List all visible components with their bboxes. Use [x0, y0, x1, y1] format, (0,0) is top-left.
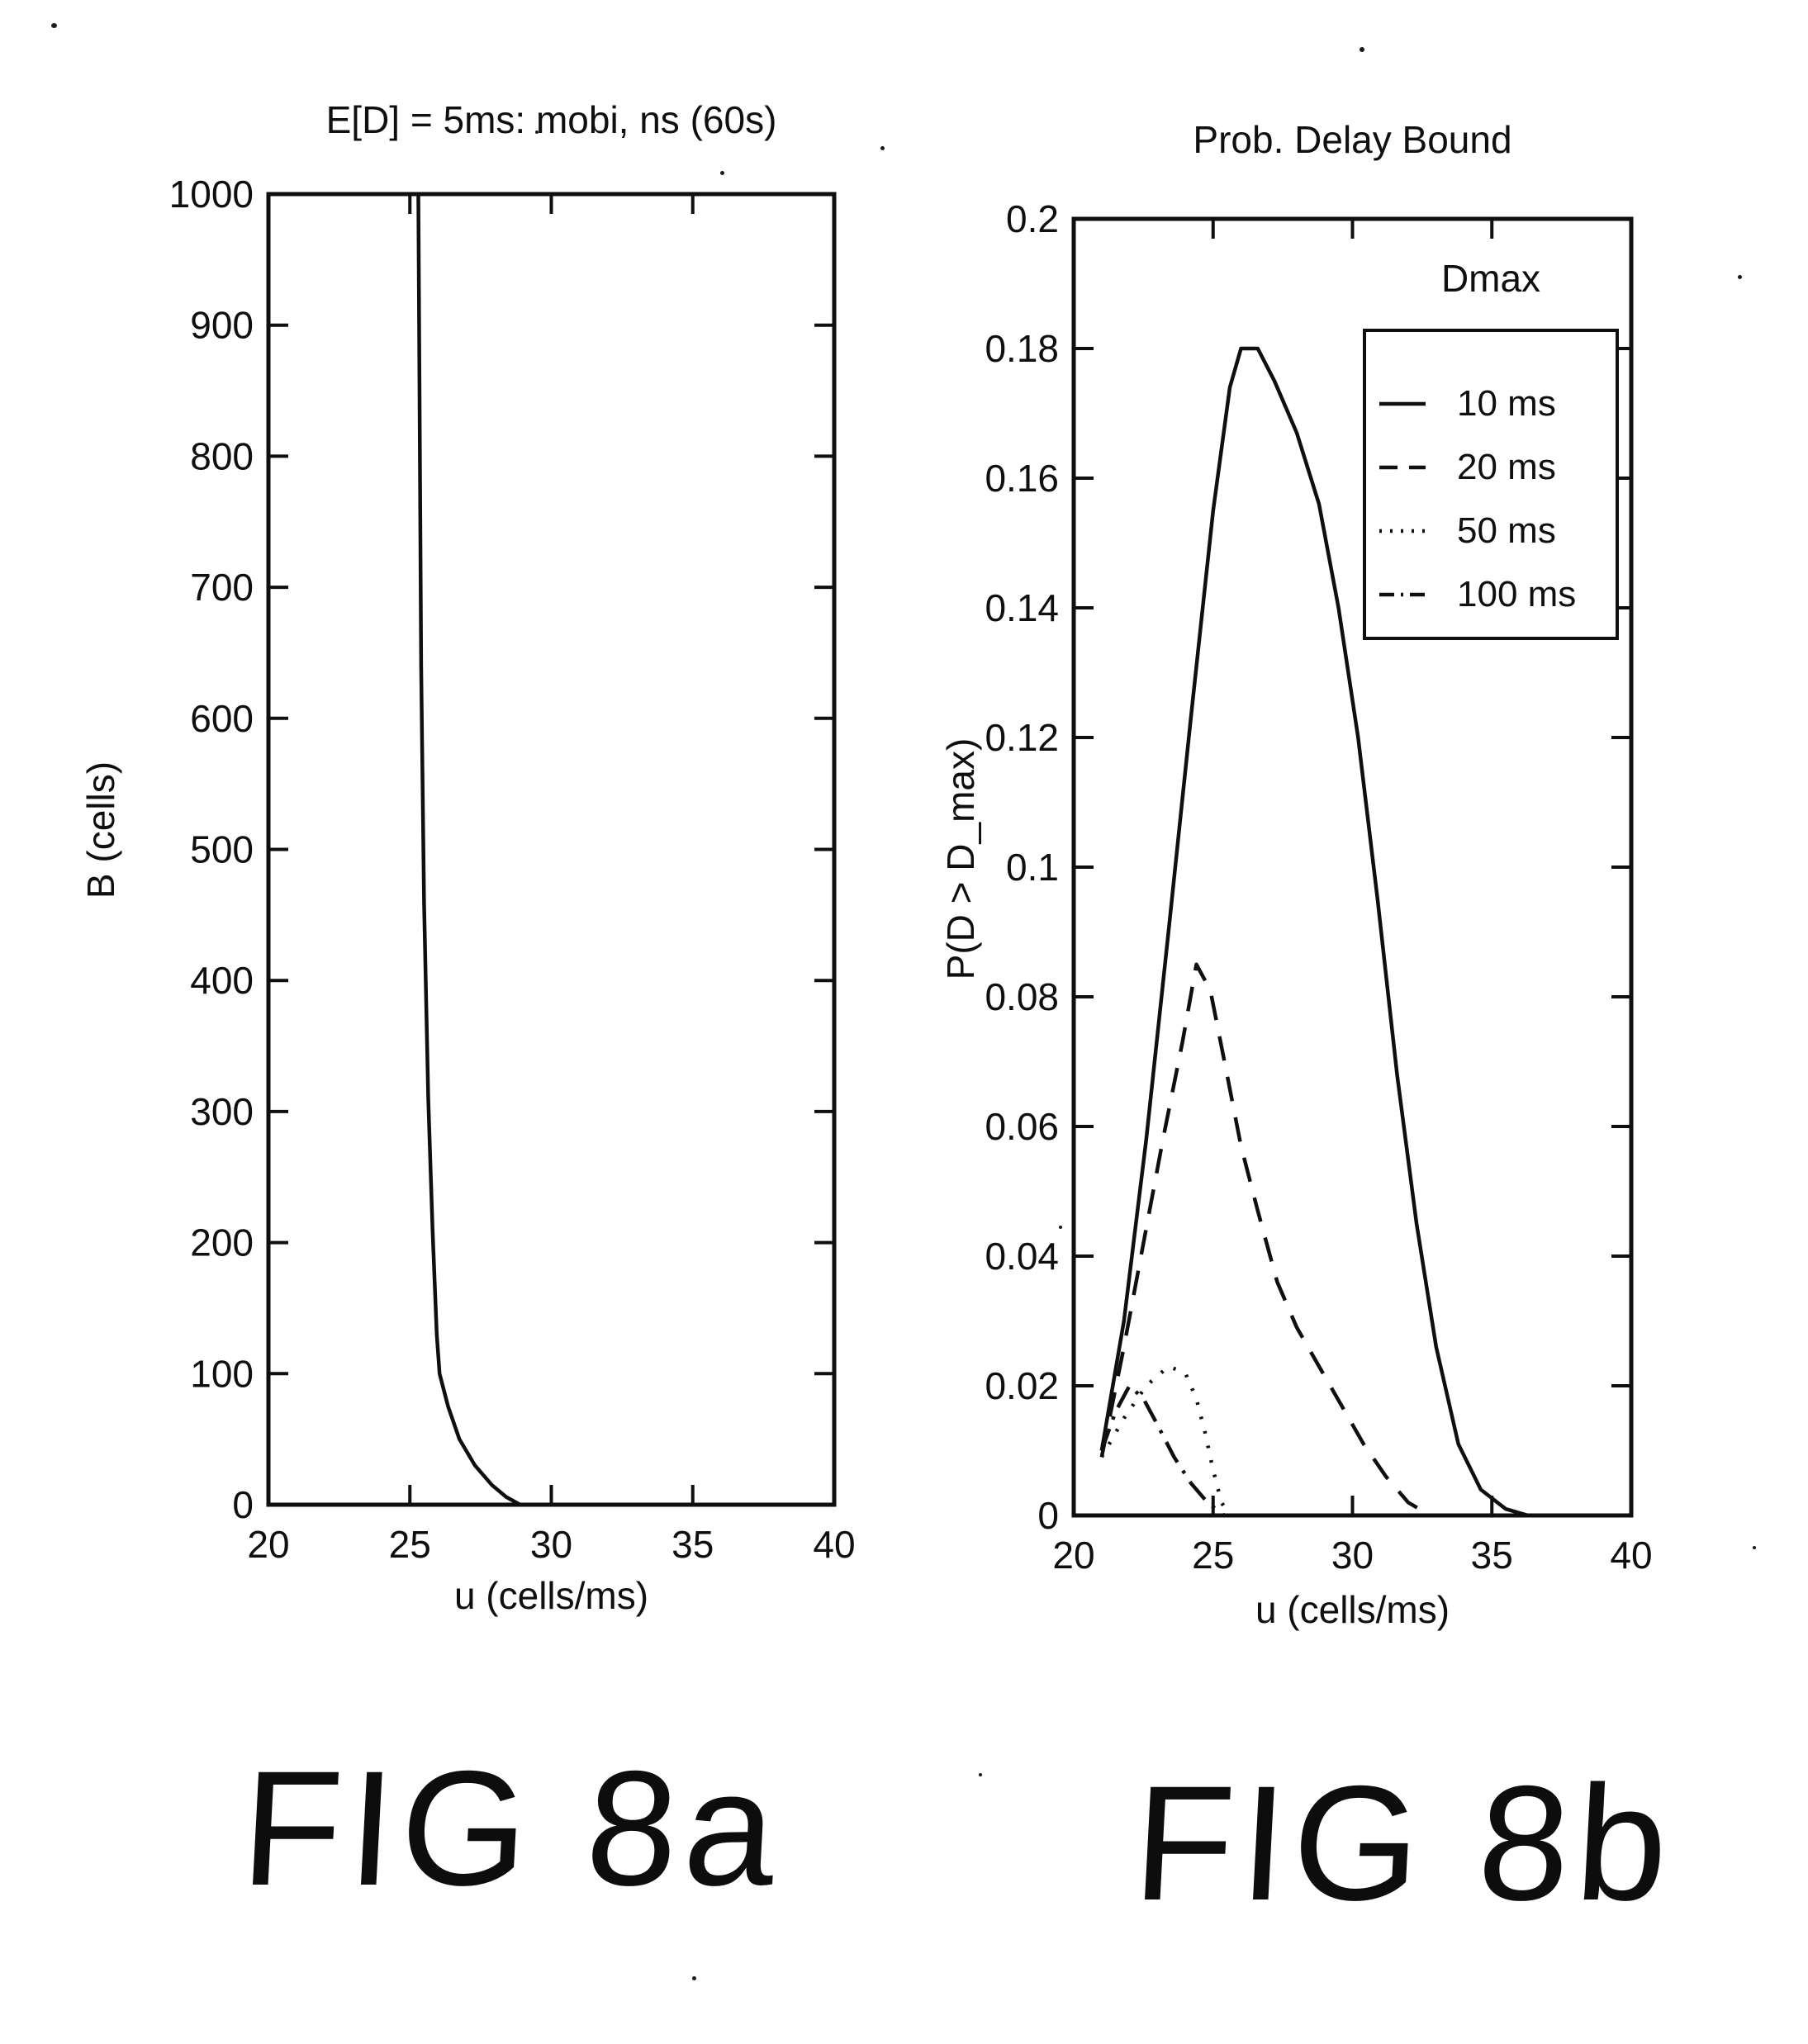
series-10-ms-line: [1099, 346, 1623, 1518]
fig-8b-caption: FIG 8b: [1129, 1752, 1679, 1934]
scan-speck: [535, 130, 539, 134]
fig-8b-plot: 20 25 30 35 40 0 0.02 0.04 0.06 0.08 0.1 0.12 0.14 0.…: [985, 197, 1652, 1577]
fig-8a-ylabel: B (cells): [79, 761, 122, 899]
scan-speck: [692, 1976, 696, 1980]
y-tick-label: 0.14: [985, 586, 1059, 629]
scan-speck: [880, 146, 885, 150]
scan-speck: [720, 171, 724, 175]
legend-box: 10 ms 20 ms 50 ms 100 ms: [1363, 329, 1619, 640]
legend-line-sample: [1379, 529, 1426, 533]
legend-rows: 10 ms 20 ms 50 ms 100 ms: [1366, 332, 1616, 626]
legend-item-100-ms: 100 ms: [1366, 562, 1616, 626]
scan-speck: [1360, 47, 1364, 52]
y-tick-label: 0.04: [985, 1235, 1059, 1278]
y-tick-label: 700: [190, 566, 254, 609]
y-tick-label: 0.12: [985, 716, 1059, 759]
legend-title: Dmax: [1440, 257, 1541, 300]
y-tick-label: 0.2: [1006, 197, 1059, 240]
legend-line-sample: [1379, 592, 1426, 596]
series-b-line: [416, 193, 521, 1506]
scan-speck: [1753, 1546, 1756, 1549]
fig-8b-ylabel: P(D > D_max): [939, 737, 982, 980]
series-100-ms-line: [1099, 1383, 1226, 1517]
y-tick-label: 400: [190, 959, 254, 1002]
fig-8a-xlabel: u (cells/ms): [453, 1574, 649, 1617]
x-tick-label: 30: [530, 1523, 572, 1566]
y-tick-label: 1000: [169, 173, 254, 216]
x-tick-label: 20: [247, 1523, 289, 1566]
y-tick-label: 200: [190, 1221, 254, 1264]
x-tick-label: 35: [671, 1523, 714, 1566]
legend-label: 20 ms: [1457, 446, 1556, 487]
y-tick-label: 0.02: [985, 1364, 1059, 1407]
fig-8a-caption: FIG 8a: [237, 1737, 787, 1919]
x-tick-label: 40: [1610, 1534, 1652, 1577]
legend-label: 10 ms: [1457, 382, 1556, 424]
y-tick-label: 500: [190, 828, 254, 871]
y-tick-label: 0: [232, 1483, 254, 1526]
y-tick-label: 100: [190, 1352, 254, 1395]
x-tick-label: 35: [1471, 1534, 1513, 1577]
legend-label: 100 ms: [1457, 573, 1577, 614]
y-tick-label: 0: [1037, 1494, 1059, 1537]
series-20-ms-line: [1099, 962, 1432, 1517]
plot-frame: [266, 192, 837, 1507]
y-tick-label: 0.06: [985, 1105, 1059, 1148]
fig-8b-xlabel: u (cells/ms): [1255, 1588, 1450, 1631]
x-tick-label: 25: [1192, 1534, 1234, 1577]
scan-speck: [1738, 275, 1742, 279]
scan-speck: [979, 1773, 982, 1776]
legend-item-10-ms: 10 ms: [1366, 372, 1616, 435]
x-tick-label: 40: [813, 1523, 855, 1566]
legend-item-20-ms: 20 ms: [1366, 435, 1616, 499]
fig-8a-title: E[D] = 5ms: mobi, ns (60s): [325, 98, 777, 141]
scan-speck: [1059, 1226, 1062, 1229]
legend-item-50-ms: 50 ms: [1366, 499, 1616, 562]
y-tick-label: 0.08: [985, 975, 1059, 1018]
y-tick-label: 0.18: [985, 327, 1059, 370]
fig-8a-plot: 20 25 30 35 40010020030040050060070080090010…: [169, 173, 856, 1566]
series-50-ms-line: [1099, 1364, 1231, 1517]
y-tick-label: 800: [190, 434, 254, 477]
y-tick-label: 0.16: [985, 457, 1059, 500]
legend-line-sample: [1379, 401, 1426, 405]
legend-line-sample: [1379, 465, 1426, 469]
fig-8b-title: Prob. Delay Bound: [1193, 118, 1512, 161]
x-tick-label: 30: [1331, 1534, 1374, 1577]
y-tick-label: 300: [190, 1090, 254, 1133]
y-tick-label: 900: [190, 304, 254, 347]
x-tick-label: 25: [389, 1523, 431, 1566]
legend-label: 50 ms: [1457, 510, 1556, 551]
y-tick-label: 0.1: [1006, 846, 1059, 889]
y-tick-label: 600: [190, 697, 254, 740]
scan-speck: [51, 23, 57, 28]
x-tick-label: 20: [1052, 1534, 1094, 1577]
